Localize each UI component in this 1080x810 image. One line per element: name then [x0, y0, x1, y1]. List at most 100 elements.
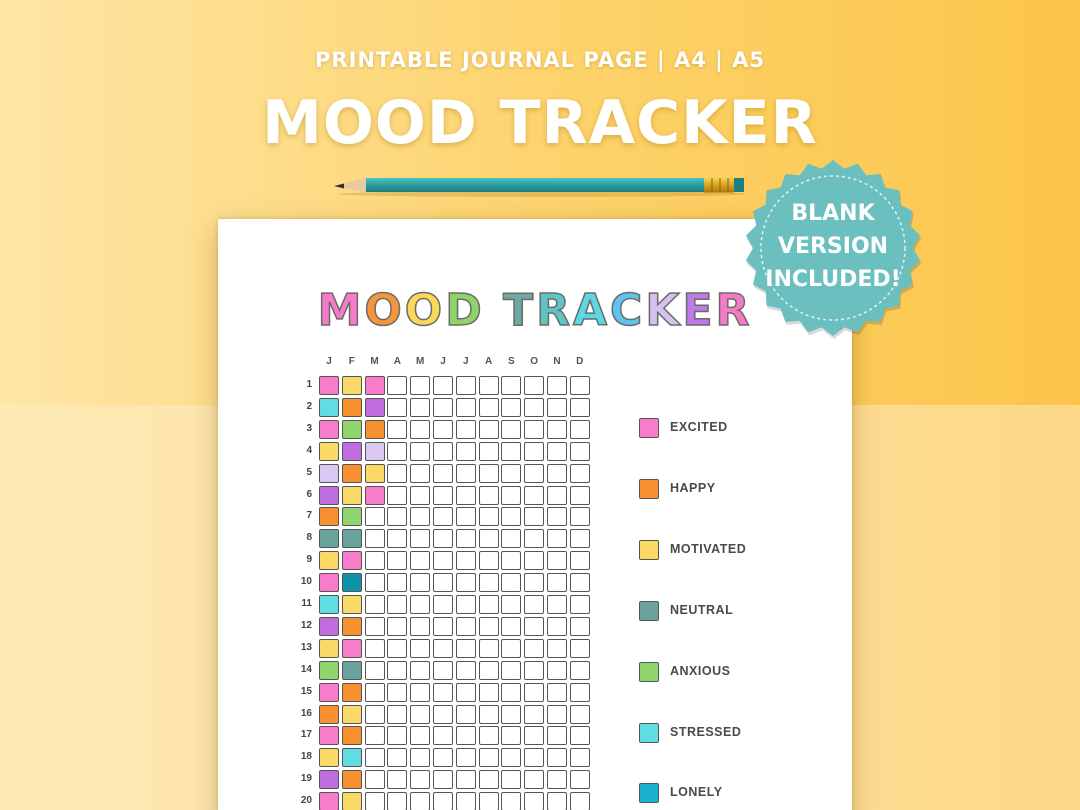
- mood-cell[interactable]: [501, 682, 522, 702]
- mood-cell[interactable]: [547, 616, 567, 636]
- mood-cell[interactable]: [319, 463, 339, 483]
- mood-cell[interactable]: [569, 660, 590, 680]
- mood-cell[interactable]: [433, 485, 453, 505]
- mood-cell[interactable]: [364, 463, 385, 483]
- mood-cell[interactable]: [433, 551, 453, 571]
- mood-cell[interactable]: [524, 638, 545, 658]
- mood-cell[interactable]: [387, 660, 408, 680]
- mood-cell[interactable]: [478, 595, 499, 614]
- mood-cell[interactable]: [569, 616, 590, 636]
- mood-cell[interactable]: [341, 397, 362, 417]
- mood-cell[interactable]: [455, 704, 476, 724]
- mood-cell[interactable]: [319, 704, 339, 724]
- mood-cell[interactable]: [547, 441, 567, 461]
- mood-cell[interactable]: [524, 397, 545, 417]
- mood-cell[interactable]: [341, 660, 362, 680]
- mood-cell[interactable]: [455, 638, 476, 658]
- mood-cell[interactable]: [387, 726, 408, 746]
- mood-cell[interactable]: [478, 419, 499, 439]
- mood-cell[interactable]: [319, 638, 339, 658]
- mood-cell[interactable]: [433, 507, 453, 527]
- mood-cell[interactable]: [547, 551, 567, 571]
- mood-cell[interactable]: [569, 507, 590, 527]
- mood-cell[interactable]: [569, 770, 590, 790]
- mood-cell[interactable]: [455, 748, 476, 768]
- mood-cell[interactable]: [569, 638, 590, 658]
- mood-cell[interactable]: [341, 551, 362, 571]
- mood-cell[interactable]: [501, 638, 522, 658]
- mood-cell[interactable]: [341, 485, 362, 505]
- mood-cell[interactable]: [501, 485, 522, 505]
- mood-cell[interactable]: [501, 573, 522, 593]
- mood-cell[interactable]: [433, 573, 453, 593]
- mood-cell[interactable]: [569, 573, 590, 593]
- mood-cell[interactable]: [569, 551, 590, 571]
- mood-cell[interactable]: [410, 792, 431, 810]
- mood-cell[interactable]: [319, 419, 339, 439]
- mood-cell[interactable]: [341, 616, 362, 636]
- mood-cell[interactable]: [387, 485, 408, 505]
- mood-cell[interactable]: [569, 529, 590, 549]
- mood-cell[interactable]: [433, 397, 453, 417]
- mood-cell[interactable]: [364, 485, 385, 505]
- mood-cell[interactable]: [341, 573, 362, 593]
- mood-cell[interactable]: [547, 485, 567, 505]
- mood-cell[interactable]: [547, 660, 567, 680]
- mood-cell[interactable]: [455, 616, 476, 636]
- mood-cell[interactable]: [364, 419, 385, 439]
- mood-cell[interactable]: [455, 485, 476, 505]
- mood-cell[interactable]: [364, 595, 385, 614]
- mood-cell[interactable]: [319, 573, 339, 593]
- mood-cell[interactable]: [547, 397, 567, 417]
- mood-cell[interactable]: [364, 726, 385, 746]
- mood-cell[interactable]: [387, 441, 408, 461]
- mood-cell[interactable]: [319, 551, 339, 571]
- mood-cell[interactable]: [547, 376, 567, 395]
- mood-cell[interactable]: [387, 573, 408, 593]
- mood-cell[interactable]: [501, 551, 522, 571]
- mood-cell[interactable]: [455, 595, 476, 614]
- mood-cell[interactable]: [341, 463, 362, 483]
- mood-cell[interactable]: [478, 726, 499, 746]
- mood-cell[interactable]: [455, 419, 476, 439]
- mood-cell[interactable]: [524, 419, 545, 439]
- mood-cell[interactable]: [410, 595, 431, 614]
- mood-cell[interactable]: [524, 573, 545, 593]
- mood-cell[interactable]: [455, 792, 476, 810]
- mood-cell[interactable]: [569, 397, 590, 417]
- mood-cell[interactable]: [547, 529, 567, 549]
- mood-cell[interactable]: [387, 507, 408, 527]
- mood-cell[interactable]: [319, 726, 339, 746]
- mood-cell[interactable]: [364, 660, 385, 680]
- mood-cell[interactable]: [387, 638, 408, 658]
- mood-cell[interactable]: [455, 376, 476, 395]
- mood-cell[interactable]: [410, 529, 431, 549]
- mood-cell[interactable]: [410, 748, 431, 768]
- mood-cell[interactable]: [410, 573, 431, 593]
- mood-cell[interactable]: [319, 595, 339, 614]
- mood-cell[interactable]: [410, 726, 431, 746]
- mood-cell[interactable]: [569, 376, 590, 395]
- mood-cell[interactable]: [387, 529, 408, 549]
- mood-cell[interactable]: [501, 507, 522, 527]
- mood-cell[interactable]: [433, 376, 453, 395]
- mood-cell[interactable]: [547, 770, 567, 790]
- mood-cell[interactable]: [319, 660, 339, 680]
- mood-cell[interactable]: [410, 770, 431, 790]
- mood-cell[interactable]: [433, 638, 453, 658]
- mood-cell[interactable]: [364, 682, 385, 702]
- mood-cell[interactable]: [569, 682, 590, 702]
- mood-cell[interactable]: [569, 441, 590, 461]
- mood-cell[interactable]: [455, 682, 476, 702]
- mood-cell[interactable]: [410, 485, 431, 505]
- mood-cell[interactable]: [319, 529, 339, 549]
- mood-cell[interactable]: [547, 419, 567, 439]
- mood-cell[interactable]: [364, 770, 385, 790]
- mood-cell[interactable]: [547, 726, 567, 746]
- mood-cell[interactable]: [410, 419, 431, 439]
- mood-cell[interactable]: [364, 376, 385, 395]
- mood-cell[interactable]: [319, 748, 339, 768]
- mood-cell[interactable]: [319, 397, 339, 417]
- mood-cell[interactable]: [569, 704, 590, 724]
- mood-cell[interactable]: [547, 595, 567, 614]
